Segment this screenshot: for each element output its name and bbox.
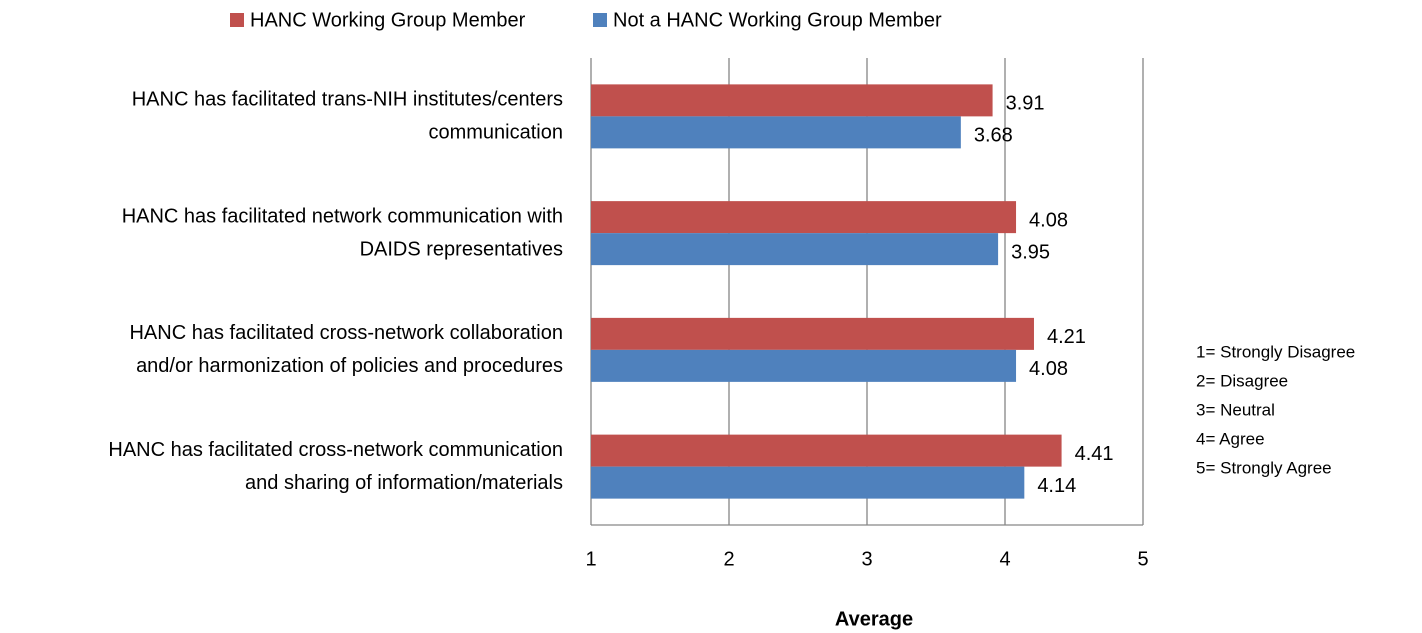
legend-label: HANC Working Group Member — [250, 9, 526, 31]
y-tick-label: HANC has facilitated network communicati… — [122, 205, 563, 227]
bar — [591, 201, 1017, 234]
data-label: 3.95 — [1011, 241, 1050, 263]
bar — [591, 317, 1034, 350]
y-tick-label: HANC has facilitated trans-NIH institute… — [132, 89, 563, 111]
data-label: 3.91 — [1006, 93, 1045, 115]
x-tick-label: 2 — [723, 548, 734, 570]
x-tick-label: 3 — [861, 548, 872, 570]
x-tick-label: 5 — [1137, 548, 1148, 570]
bar — [591, 349, 1017, 382]
bar — [591, 466, 1025, 499]
data-label: 3.68 — [974, 125, 1013, 147]
y-tick-label: and sharing of information/materials — [245, 472, 563, 494]
x-tick-label: 1 — [585, 548, 596, 570]
data-label: 4.08 — [1029, 358, 1068, 380]
x-tick-label: 4 — [999, 548, 1010, 570]
y-tick-label: HANC has facilitated cross-network commu… — [108, 439, 563, 461]
y-tick-label: DAIDS representatives — [360, 238, 563, 260]
legend-label: Not a HANC Working Group Member — [613, 9, 942, 31]
legend-swatch — [593, 13, 607, 27]
legend-swatch — [230, 13, 244, 27]
annotation: 1= Strongly Disagree — [1196, 342, 1355, 361]
bar — [591, 434, 1062, 467]
y-tick-label: and/or harmonization of policies and pro… — [136, 355, 563, 377]
data-label: 4.08 — [1029, 209, 1068, 231]
annotation: 2= Disagree — [1196, 371, 1288, 390]
bar — [591, 116, 961, 149]
bar — [591, 84, 993, 117]
x-axis-title: Average — [835, 608, 913, 630]
annotation: 5= Strongly Agree — [1196, 458, 1332, 477]
bar — [591, 233, 999, 266]
y-tick-label: communication — [428, 122, 563, 144]
data-label: 4.14 — [1037, 475, 1076, 497]
annotation: 4= Agree — [1196, 429, 1265, 448]
annotation: 3= Neutral — [1196, 400, 1275, 419]
y-tick-label: HANC has facilitated cross-network colla… — [129, 322, 563, 344]
data-label: 4.21 — [1047, 326, 1086, 348]
data-label: 4.41 — [1075, 443, 1114, 465]
